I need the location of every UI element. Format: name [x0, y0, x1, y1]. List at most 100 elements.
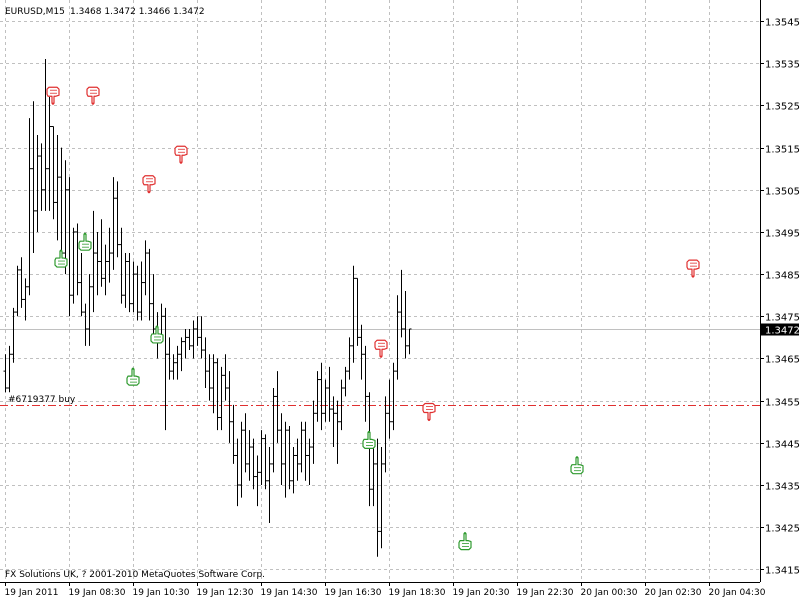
ohlc-bar — [319, 362, 324, 431]
ohlc-bar — [55, 134, 60, 241]
ohlc-bar — [7, 345, 12, 393]
ohlc-bar — [191, 320, 196, 359]
copyright-text: FX Solutions UK, ? 2001-2010 MetaQuotes … — [5, 570, 265, 580]
hand-up-icon — [126, 367, 140, 386]
current-price-tag-label: 1.3472 — [765, 326, 800, 337]
ohlc-bar — [391, 362, 396, 431]
ohlc-bar — [23, 278, 28, 321]
ohlc-bar — [63, 160, 68, 275]
ohlc-bar — [199, 316, 204, 359]
ohlc-bar — [363, 345, 368, 422]
hand-down-icon — [46, 86, 60, 105]
current-price-tag — [761, 323, 799, 336]
ohlc-bar — [259, 430, 264, 485]
ohlc-bar — [375, 438, 380, 557]
ohlc-bar — [83, 303, 88, 346]
ohlc-bar — [247, 430, 252, 481]
down-arrow-marker — [142, 175, 156, 194]
up-arrow-marker — [150, 325, 164, 344]
up-arrow-marker — [54, 249, 68, 268]
ohlc-bar — [187, 328, 192, 351]
ohlc-bar — [67, 177, 72, 317]
ohlc-bar — [111, 177, 116, 270]
ohlc-bar — [43, 59, 48, 211]
ohlc-bar — [347, 337, 352, 380]
ohlc-bar — [203, 337, 208, 388]
ohlc-bar — [335, 400, 340, 464]
ohlc-bar — [303, 421, 308, 481]
ohlc-bar — [103, 244, 108, 296]
ohlc-bar — [339, 379, 344, 431]
ohlc-bar — [183, 328, 188, 359]
ohlc-bar — [243, 413, 248, 473]
hand-up-icon — [362, 430, 376, 449]
y-tick-label: 1.3545 — [765, 18, 800, 29]
ohlc-bar — [271, 388, 276, 473]
ohlc-bar — [147, 248, 152, 321]
x-tick-label: 19 Jan 22:30 — [517, 588, 574, 598]
ohlc-bar — [395, 295, 400, 380]
ohlc-bar — [15, 265, 20, 317]
ohlc-bar — [95, 231, 100, 296]
down-arrow-marker — [46, 86, 60, 105]
ohlc-bar — [331, 396, 336, 448]
ohlc-bar — [131, 261, 136, 313]
y-tick-label: 1.3485 — [765, 271, 800, 282]
ohlc-bar — [19, 257, 24, 308]
up-arrow-marker — [126, 367, 140, 386]
ohlc-bar — [371, 447, 376, 507]
hand-down-icon — [174, 145, 188, 164]
ohlc-bar — [355, 277, 360, 346]
hand-down-icon — [142, 175, 156, 194]
x-tick-label: 20 Jan 00:30 — [581, 588, 638, 598]
ohlc-bar — [367, 392, 372, 507]
x-tick-label: 19 Jan 14:30 — [261, 588, 318, 598]
down-arrow-marker — [422, 402, 436, 422]
y-tick-label: 1.3465 — [765, 355, 800, 366]
up-arrow-marker — [78, 232, 92, 251]
ohlc-bar — [287, 425, 292, 490]
ohlc-bar — [127, 253, 132, 313]
ohlc-bar — [119, 227, 124, 304]
down-arrow-marker — [174, 145, 188, 164]
x-tick-label: 19 Jan 08:30 — [69, 588, 126, 598]
ohlc-bar — [251, 438, 256, 490]
hand-down-icon — [374, 339, 388, 358]
ohlc-bar — [279, 413, 284, 485]
ohlc-bar — [291, 447, 296, 494]
up-arrow-marker — [362, 430, 376, 449]
ohlc-bar — [223, 354, 228, 401]
x-tick-label: 19 Jan 20:30 — [453, 588, 510, 598]
ohlc-bar — [307, 438, 312, 485]
y-tick-label: 1.3475 — [765, 313, 800, 324]
ohlc-bar — [215, 358, 220, 431]
chart-header-symbol: EURUSD,M15 — [5, 7, 65, 17]
ohlc-bar — [175, 345, 180, 380]
x-tick-label: 19 Jan 18:30 — [389, 588, 446, 598]
ohlc-bar — [383, 396, 388, 473]
hand-up-icon — [570, 456, 584, 475]
down-arrow-marker — [86, 86, 100, 105]
y-tick-label: 1.3425 — [765, 524, 800, 535]
x-tick-label: 19 Jan 12:30 — [197, 588, 254, 598]
order-line-label: #6719377 buy — [8, 395, 76, 405]
y-tick-label: 1.3505 — [765, 187, 800, 198]
hand-down-icon — [86, 86, 100, 105]
ohlc-bar — [51, 126, 56, 220]
ohlc-bar — [27, 118, 32, 296]
fractal-arrows — [46, 86, 700, 551]
ohlc-bar — [231, 404, 236, 464]
y-tick-label: 1.3515 — [765, 145, 800, 156]
ohlc-bar — [139, 261, 144, 321]
x-tick-label: 20 Jan 02:30 — [645, 588, 702, 598]
ohlc-bar — [267, 447, 272, 523]
hand-down-icon — [686, 259, 700, 278]
ohlc-bar — [399, 269, 404, 338]
ohlc-bar — [75, 223, 80, 296]
x-tick-label: 19 Jan 16:30 — [325, 588, 382, 598]
ohlc-bar — [47, 97, 52, 211]
ohlc-bar — [35, 134, 40, 232]
ohlc-bar — [315, 371, 320, 422]
ohlc-bar — [79, 253, 84, 317]
